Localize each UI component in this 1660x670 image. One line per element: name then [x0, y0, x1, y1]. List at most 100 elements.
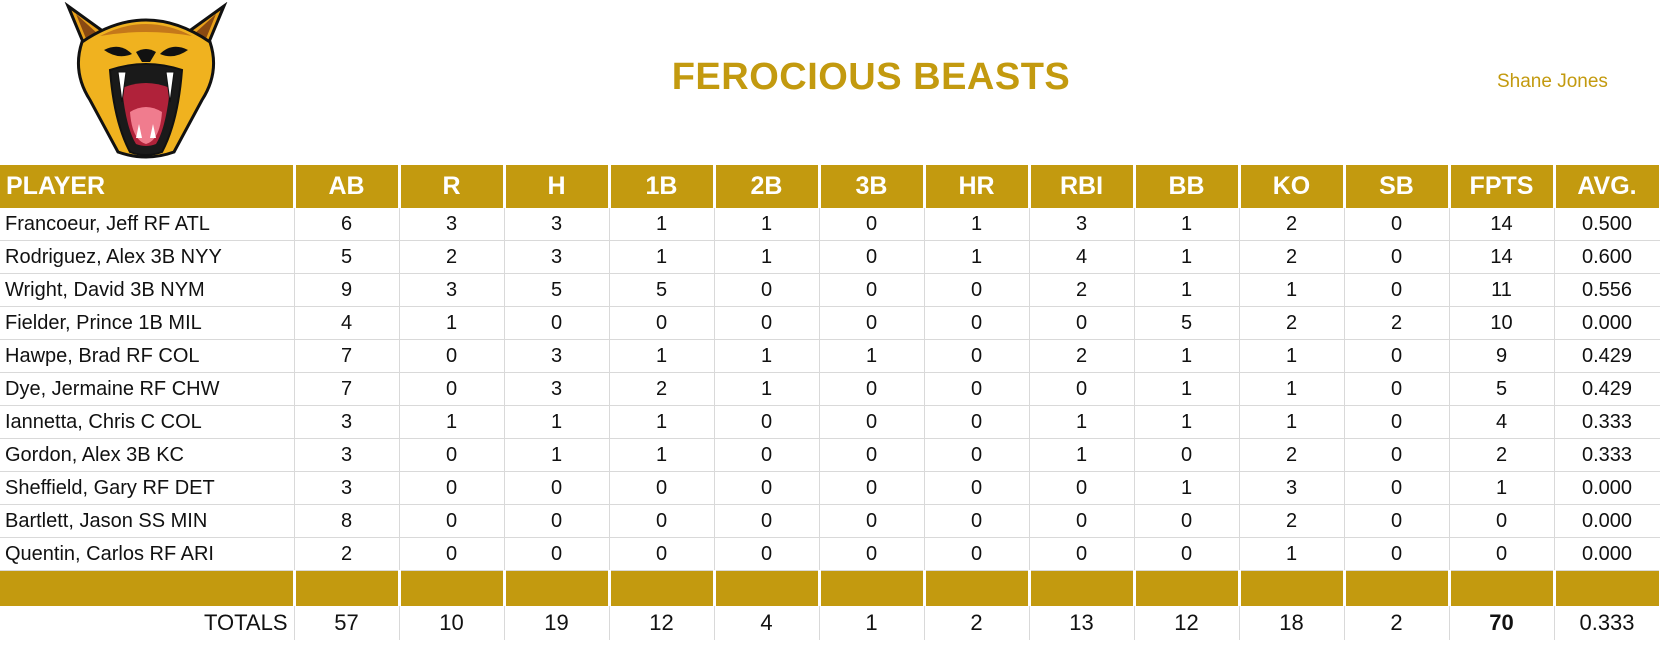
stat-cell-rbi: 0: [1029, 372, 1135, 406]
stat-cell-hr: 1: [924, 240, 1030, 274]
stat-cell-bb: 1: [1134, 273, 1240, 307]
totals-3b: 1: [819, 606, 925, 640]
stat-cell-ko: 1: [1239, 405, 1345, 439]
stat-cell-fpts: 5: [1449, 372, 1555, 406]
stat-cell-r: 3: [399, 208, 505, 241]
stat-cell-bb: 1: [1134, 208, 1240, 241]
stat-cell-ko: 2: [1239, 240, 1345, 274]
player-name-cell: Fielder, Prince 1B MIL: [0, 306, 295, 340]
stat-cell-fpts: 11: [1449, 273, 1555, 307]
stat-cell-2b: 0: [714, 273, 820, 307]
stat-cell-h: 1: [504, 405, 610, 439]
stat-cell-fpts: 0: [1449, 504, 1555, 538]
stat-cell-3b: 0: [819, 438, 925, 472]
stat-cell-r: 0: [399, 372, 505, 406]
stat-cell-bb: 1: [1134, 405, 1240, 439]
spacer-cell: [1029, 570, 1136, 606]
stat-cell-bb: 1: [1134, 372, 1240, 406]
stat-cell-2b: 1: [714, 372, 820, 406]
stat-cell-2b: 1: [714, 240, 820, 274]
stat-cell-r: 0: [399, 471, 505, 505]
spacer-cell: [609, 570, 716, 606]
stat-cell-avg: 0.556: [1554, 273, 1660, 307]
column-header-ko: KO: [1239, 165, 1346, 208]
stat-cell-ko: 1: [1239, 339, 1345, 373]
stat-cell-2b: 0: [714, 306, 820, 340]
stat-cell-2b: 0: [714, 537, 820, 571]
spacer-cell: [1554, 570, 1660, 606]
stat-cell-3b: 0: [819, 372, 925, 406]
stat-cell-fpts: 0: [1449, 537, 1555, 571]
stat-cell-2b: 0: [714, 504, 820, 538]
stat-cell-bb: 0: [1134, 438, 1240, 472]
table-row: Francoeur, Jeff RF ATL 6 3 3 1 1 0 1 3 1 2 0 14 0.500: [0, 208, 1660, 241]
stat-cell-ab: 9: [294, 273, 400, 307]
spacer-cell: [0, 570, 296, 606]
spacer-cell: [1239, 570, 1346, 606]
stat-cell-r: 0: [399, 339, 505, 373]
stat-cell-ab: 6: [294, 208, 400, 241]
beast-logo-icon: [64, 2, 228, 159]
totals-r: 10: [399, 606, 505, 640]
stat-cell-3b: 0: [819, 537, 925, 571]
stat-cell-fpts: 14: [1449, 240, 1555, 274]
totals-avg: 0.333: [1554, 606, 1660, 640]
stat-cell-ab: 3: [294, 405, 400, 439]
stat-cell-1b: 2: [609, 372, 715, 406]
stat-cell-bb: 0: [1134, 504, 1240, 538]
stat-cell-3b: 1: [819, 339, 925, 373]
stat-cell-sb: 0: [1344, 537, 1450, 571]
column-header-h: H: [504, 165, 611, 208]
table-row: Iannetta, Chris C COL 3 1 1 1 0 0 0 1 1 1 0 4 0.333: [0, 405, 1660, 439]
stat-cell-3b: 0: [819, 240, 925, 274]
stat-cell-h: 0: [504, 471, 610, 505]
player-name-cell: Wright, David 3B NYM: [0, 273, 295, 307]
stat-cell-ko: 2: [1239, 208, 1345, 241]
totals-sb: 2: [1344, 606, 1450, 640]
stat-cell-sb: 0: [1344, 273, 1450, 307]
totals-h: 19: [504, 606, 610, 640]
player-name-cell: Iannetta, Chris C COL: [0, 405, 295, 439]
stat-cell-fpts: 1: [1449, 471, 1555, 505]
player-name-cell: Sheffield, Gary RF DET: [0, 471, 295, 505]
stat-cell-1b: 0: [609, 504, 715, 538]
stat-cell-sb: 0: [1344, 471, 1450, 505]
spacer-cell: [504, 570, 611, 606]
stat-cell-r: 0: [399, 537, 505, 571]
column-header-ab: AB: [294, 165, 401, 208]
spacer-cell: [399, 570, 506, 606]
totals-ko: 18: [1239, 606, 1345, 640]
stat-cell-ab: 8: [294, 504, 400, 538]
stat-cell-fpts: 9: [1449, 339, 1555, 373]
column-header-1b: 1B: [609, 165, 716, 208]
stat-cell-3b: 0: [819, 405, 925, 439]
table-row: Rodriguez, Alex 3B NYY 5 2 3 1 1 0 1 4 1 2 0 14 0.600: [0, 240, 1660, 274]
stat-cell-h: 0: [504, 504, 610, 538]
stat-cell-rbi: 0: [1029, 471, 1135, 505]
player-name-cell: Bartlett, Jason SS MIN: [0, 504, 295, 538]
stat-cell-avg: 0.000: [1554, 504, 1660, 538]
stat-cell-sb: 2: [1344, 306, 1450, 340]
stat-cell-avg: 0.000: [1554, 471, 1660, 505]
stat-cell-3b: 0: [819, 273, 925, 307]
column-header-player: PLAYER: [0, 165, 296, 208]
stat-cell-r: 0: [399, 438, 505, 472]
stat-cell-2b: 0: [714, 438, 820, 472]
stat-cell-rbi: 0: [1029, 504, 1135, 538]
stat-cell-avg: 0.000: [1554, 537, 1660, 571]
stat-cell-h: 3: [504, 339, 610, 373]
stat-cell-avg: 0.333: [1554, 438, 1660, 472]
stat-cell-hr: 0: [924, 537, 1030, 571]
stat-cell-rbi: 3: [1029, 208, 1135, 241]
stat-cell-2b: 0: [714, 405, 820, 439]
stat-cell-rbi: 2: [1029, 339, 1135, 373]
stat-cell-ab: 3: [294, 438, 400, 472]
player-name-cell: Dye, Jermaine RF CHW: [0, 372, 295, 406]
stat-cell-h: 3: [504, 208, 610, 241]
column-header-3b: 3B: [819, 165, 926, 208]
player-name-cell: Francoeur, Jeff RF ATL: [0, 208, 295, 241]
stat-cell-ko: 1: [1239, 372, 1345, 406]
spacer-cell: [924, 570, 1031, 606]
spacer-cell: [1134, 570, 1241, 606]
